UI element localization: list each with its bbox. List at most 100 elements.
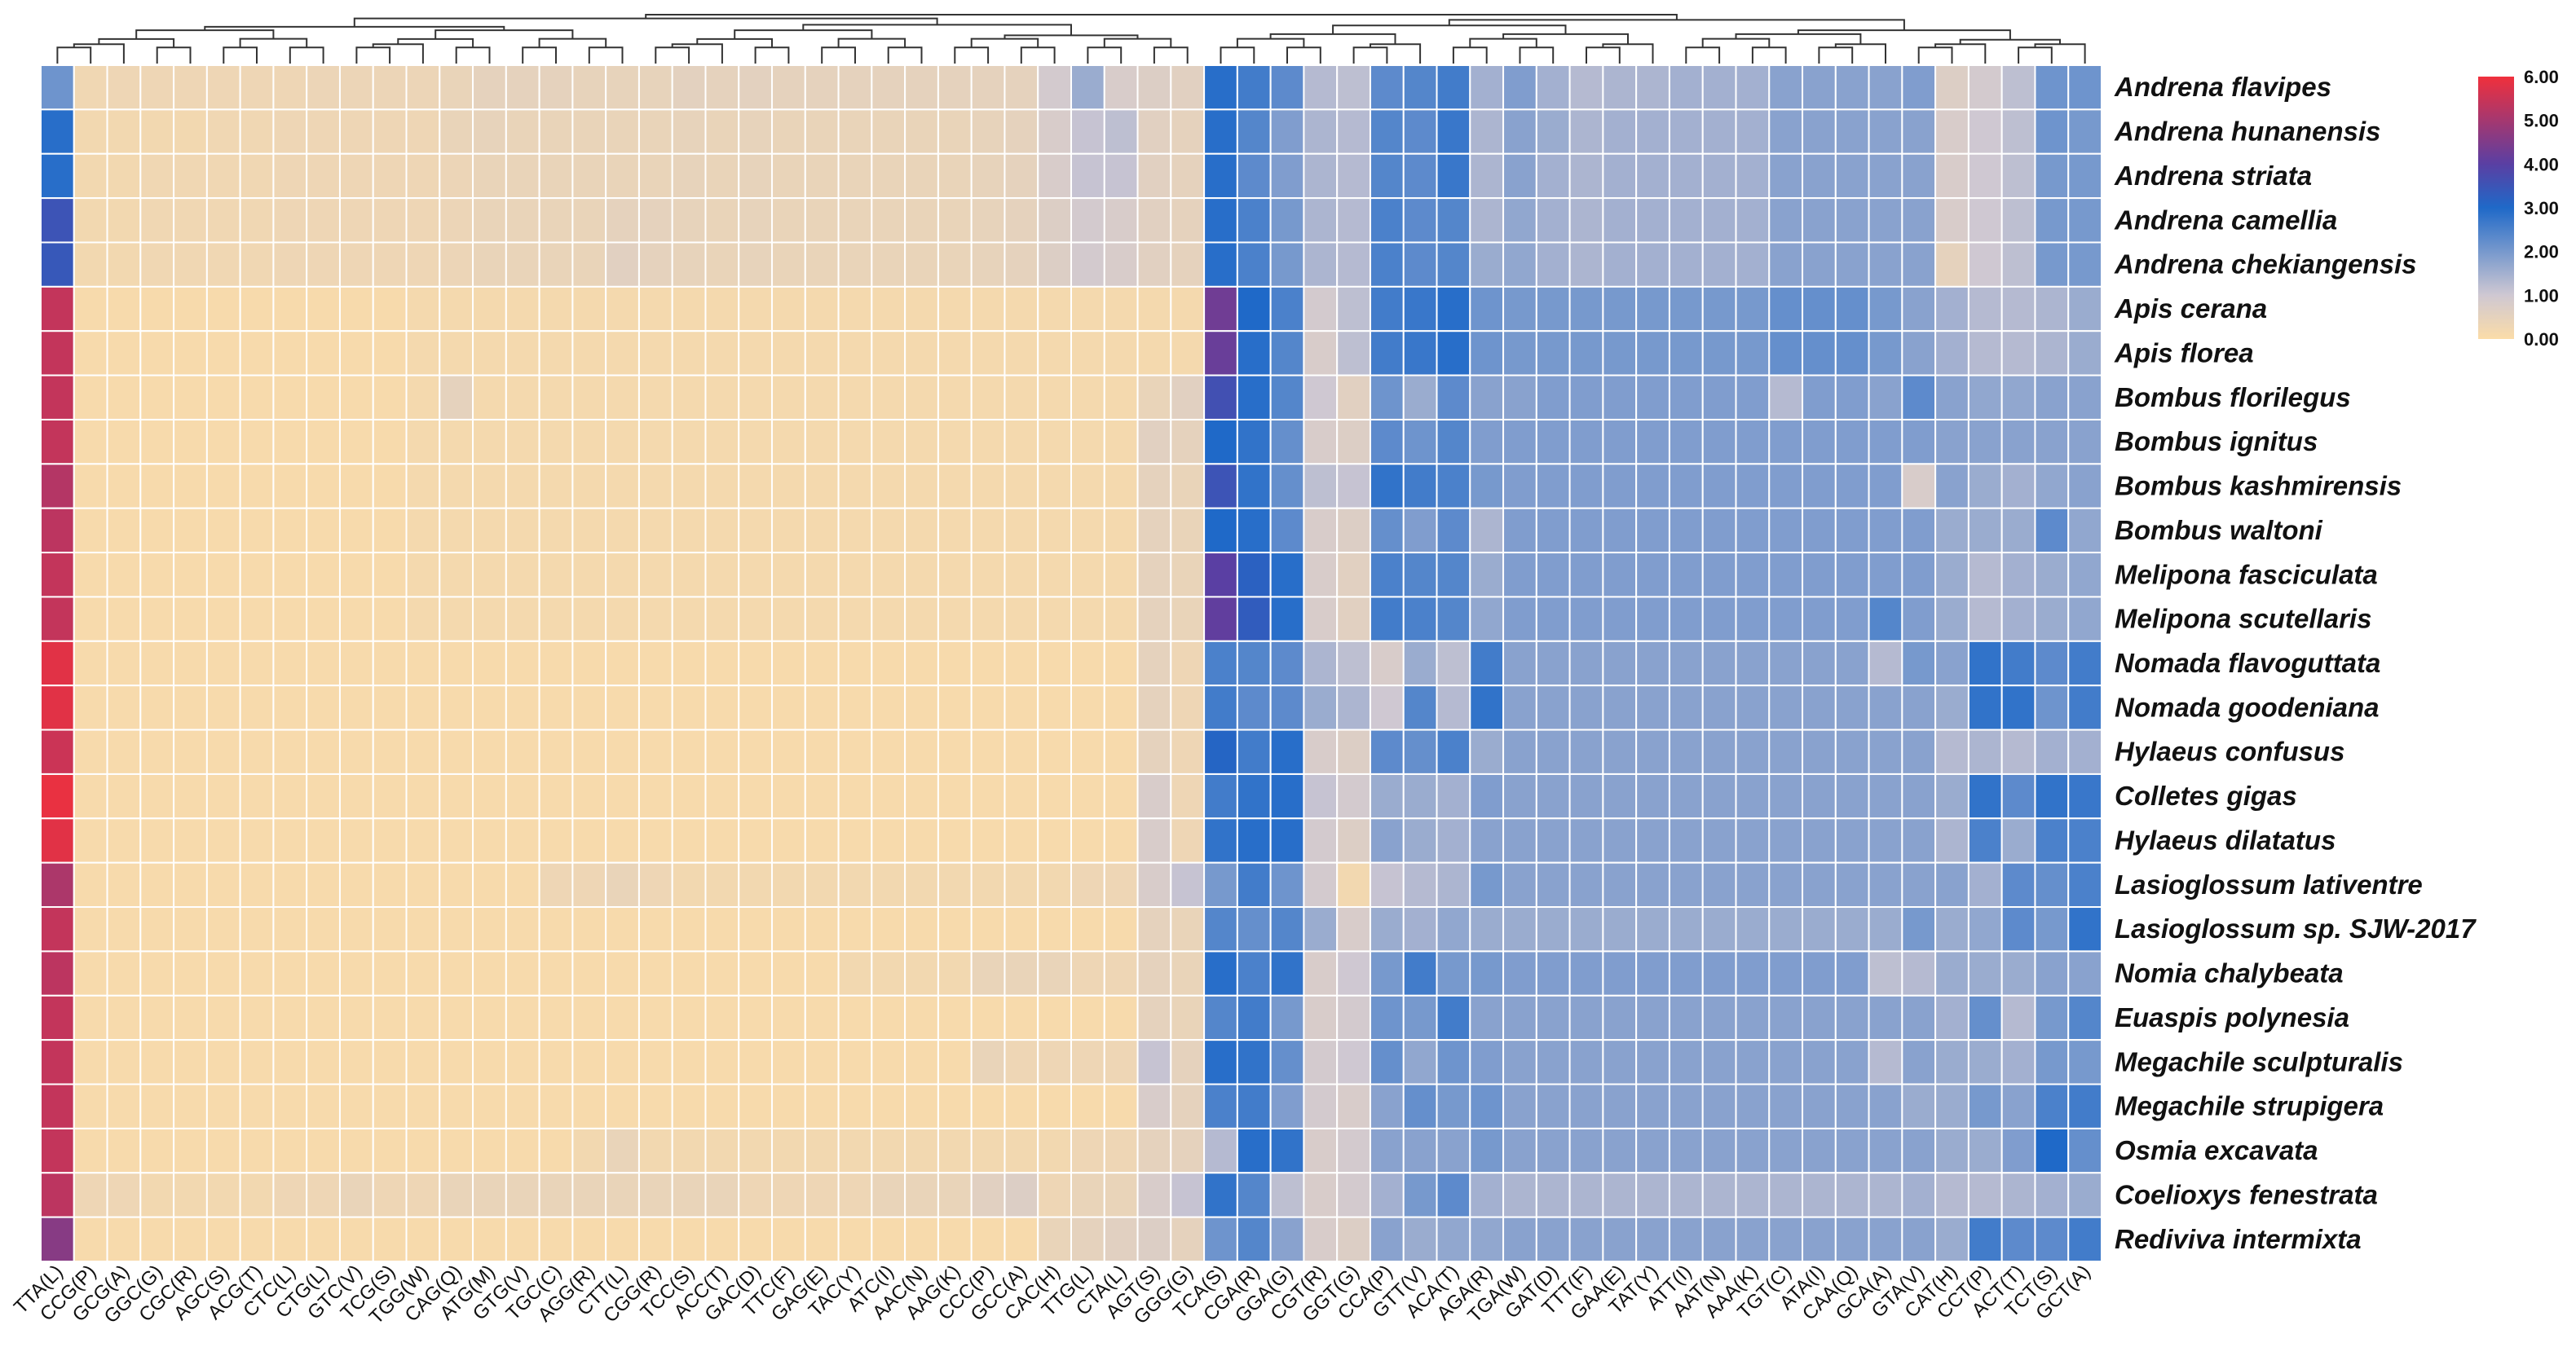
heatmap-cell xyxy=(505,374,540,420)
heatmap-cell xyxy=(1103,241,1139,288)
heatmap-cell xyxy=(1802,685,1837,731)
heatmap-cell xyxy=(1934,552,1969,598)
heatmap-cell xyxy=(1668,1127,1704,1174)
heatmap-cell xyxy=(1436,596,1471,642)
heatmap-cell xyxy=(538,64,574,111)
heatmap-cell xyxy=(139,729,175,775)
heatmap-cell xyxy=(704,994,740,1041)
heatmap-cell xyxy=(73,596,108,642)
heatmap-cell xyxy=(1668,374,1704,420)
heatmap-cell xyxy=(1602,950,1638,997)
heatmap-cell xyxy=(1236,241,1272,288)
heatmap-cell xyxy=(1602,1172,1638,1218)
heatmap-cell xyxy=(1070,197,1105,244)
heatmap-cell xyxy=(1934,1216,1969,1263)
heatmap-cell xyxy=(338,1039,374,1085)
heatmap-cell xyxy=(1635,108,1670,155)
heatmap-cell xyxy=(605,596,640,642)
heatmap-cell xyxy=(1934,1039,1969,1085)
heatmap-cell xyxy=(1967,1172,2003,1218)
heatmap-cell xyxy=(139,906,175,953)
heatmap-cell xyxy=(40,463,75,509)
heatmap-cell xyxy=(904,463,939,509)
heatmap-cell xyxy=(1967,418,2003,465)
heatmap-cell xyxy=(2000,552,2036,598)
heatmap-cell xyxy=(1535,950,1571,997)
heatmap-cell xyxy=(272,1172,308,1218)
heatmap-cell xyxy=(837,64,873,111)
heatmap-cell xyxy=(1402,906,1438,953)
heatmap-cell xyxy=(439,197,474,244)
heatmap-cell xyxy=(871,596,906,642)
heatmap-cell xyxy=(1868,773,1903,820)
heatmap-cell xyxy=(637,1172,673,1218)
heatmap-cell xyxy=(1203,285,1238,332)
heatmap-cell xyxy=(1967,64,2003,111)
row-label: Lasioglossum sp. SJW-2017 xyxy=(2115,914,2477,944)
heatmap-cell xyxy=(1070,1039,1105,1085)
heatmap-cell xyxy=(1436,152,1471,200)
heatmap-cell xyxy=(1834,418,1870,465)
heatmap-cell xyxy=(1868,1127,1903,1174)
heatmap-cell xyxy=(1635,729,1670,775)
heatmap-cell xyxy=(405,817,441,864)
heatmap-cell xyxy=(970,994,1006,1041)
heatmap-cell xyxy=(1901,1083,1937,1129)
heatmap-cell xyxy=(1934,507,1969,554)
heatmap-cell xyxy=(804,1172,840,1218)
heatmap-cell xyxy=(1303,596,1339,642)
heatmap-cell xyxy=(571,1127,607,1174)
heatmap-cell xyxy=(637,773,673,820)
heatmap-cell xyxy=(139,685,175,731)
heatmap-cell xyxy=(1834,507,1870,554)
heatmap-cell xyxy=(704,685,740,731)
heatmap-cell xyxy=(837,1039,873,1085)
heatmap-cell xyxy=(871,330,906,376)
heatmap-cell xyxy=(1336,64,1371,111)
heatmap-cell xyxy=(937,108,973,155)
heatmap-cell xyxy=(1701,1039,1737,1085)
heatmap-cell xyxy=(106,1039,142,1085)
heatmap-cell xyxy=(405,463,441,509)
heatmap-cell xyxy=(1701,1083,1737,1129)
heatmap-cell xyxy=(771,994,806,1041)
row-label: Bombus florilegus xyxy=(2115,382,2351,412)
dendrogram-branch xyxy=(887,46,923,64)
heatmap-cell xyxy=(372,552,408,598)
heatmap-cell xyxy=(1735,596,1771,642)
heatmap-cell xyxy=(1003,197,1039,244)
heatmap-cell xyxy=(1502,950,1537,997)
heatmap-cell xyxy=(704,1039,740,1085)
heatmap-cell xyxy=(1336,552,1371,598)
heatmap-cell xyxy=(1802,596,1837,642)
heatmap-cell xyxy=(1003,552,1039,598)
heatmap-cell xyxy=(671,1083,707,1129)
heatmap-cell xyxy=(1269,418,1305,465)
heatmap-cell xyxy=(771,1172,806,1218)
heatmap-cell xyxy=(205,552,241,598)
heatmap-cell xyxy=(738,773,774,820)
heatmap-cell xyxy=(1535,1083,1571,1129)
heatmap-cell xyxy=(1701,817,1737,864)
heatmap-cell xyxy=(1269,1039,1305,1085)
heatmap-cell xyxy=(1502,1083,1537,1129)
heatmap-cell xyxy=(1602,507,1638,554)
heatmap-cell xyxy=(1037,241,1072,288)
heatmap-cell xyxy=(139,1039,175,1085)
heatmap-cell xyxy=(1136,241,1172,288)
heatmap-cell xyxy=(73,685,108,731)
heatmap-cell xyxy=(937,418,973,465)
heatmap-cell xyxy=(704,861,740,909)
dendrogram-branch xyxy=(2018,46,2053,64)
heatmap-cell xyxy=(338,861,374,909)
heatmap-cell xyxy=(1668,685,1704,731)
heatmap-cell xyxy=(472,285,507,332)
heatmap-cell xyxy=(505,817,540,864)
heatmap-cell xyxy=(239,152,275,200)
heatmap-cell xyxy=(1303,330,1339,376)
heatmap-cell xyxy=(505,285,540,332)
heatmap-cell xyxy=(1336,1172,1371,1218)
heatmap-cell xyxy=(1369,507,1405,554)
heatmap-cell xyxy=(205,197,241,244)
heatmap-cell xyxy=(970,685,1006,731)
